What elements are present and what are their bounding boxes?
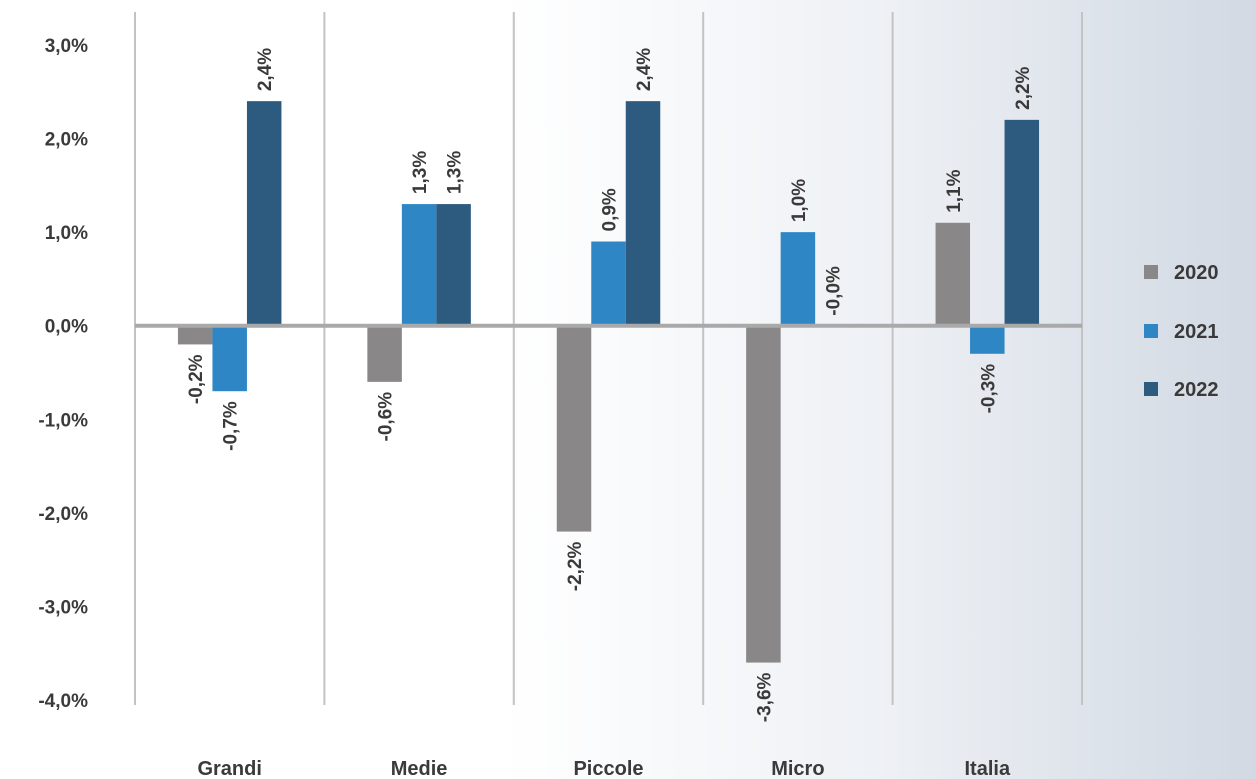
data-label: 2,2% [1013, 66, 1034, 109]
bar [625, 101, 661, 326]
bar [401, 204, 437, 326]
x-category-label: Italia [965, 758, 1011, 779]
y-tick-label: 2,0% [45, 130, 88, 151]
data-label: -2,2% [565, 541, 586, 591]
legend-swatch [1144, 382, 1158, 396]
x-category-label: Piccole [573, 758, 643, 779]
y-tick-label: 1,0% [45, 223, 88, 244]
bar [367, 325, 402, 382]
y-tick-label: 0,0% [45, 317, 88, 338]
bar [436, 204, 471, 326]
data-label: 2,4% [634, 48, 655, 91]
bar [746, 325, 781, 663]
y-tick-label: -2,0% [38, 504, 88, 525]
legend-label: 2020 [1174, 262, 1219, 284]
legend-label: 2022 [1174, 379, 1219, 401]
bar [935, 222, 971, 326]
x-category-label: Medie [391, 758, 448, 779]
legend-swatch [1144, 265, 1158, 279]
x-category-label: Grandi [197, 758, 261, 779]
data-label: -0,6% [376, 392, 397, 442]
bar [212, 325, 247, 392]
data-label: -0,0% [823, 266, 844, 316]
y-tick-label: -3,0% [38, 597, 88, 618]
data-label: 1,3% [410, 151, 431, 194]
data-label: 1,0% [789, 179, 810, 222]
data-label: -0,7% [221, 401, 242, 451]
bar [591, 241, 626, 326]
data-label: -0,3% [978, 364, 999, 414]
x-category-label: Micro [771, 758, 824, 779]
bar [1004, 119, 1040, 326]
bar [246, 101, 282, 326]
data-label: 2,4% [255, 48, 276, 91]
y-tick-label: -4,0% [38, 691, 88, 712]
legend-swatch [1144, 324, 1158, 338]
bar [780, 232, 816, 326]
data-label: -3,6% [754, 672, 775, 722]
bar [556, 325, 592, 532]
data-label: -0,2% [186, 354, 207, 404]
y-tick-label: -1,0% [38, 410, 88, 431]
data-label: 1,1% [944, 169, 965, 212]
data-label: 0,9% [600, 188, 621, 231]
y-tick-label: 3,0% [45, 36, 88, 57]
bar [177, 325, 213, 345]
legend-label: 2021 [1174, 321, 1219, 343]
bar [970, 325, 1005, 354]
data-label: 1,3% [445, 151, 466, 194]
